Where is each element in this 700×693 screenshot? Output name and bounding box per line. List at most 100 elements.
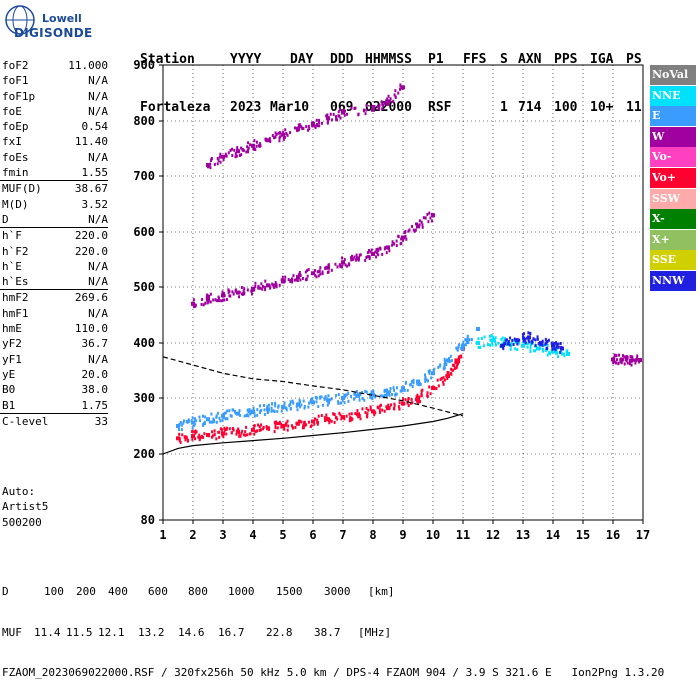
echo-mark — [249, 143, 252, 147]
param-value: N/A — [88, 275, 108, 289]
echo-mark — [303, 404, 306, 408]
echo-mark — [516, 348, 519, 352]
echo-mark — [195, 430, 198, 434]
echo-mark — [225, 428, 228, 432]
echo-mark — [294, 126, 297, 130]
param-value: N/A — [88, 104, 108, 118]
echo-mark — [330, 268, 333, 272]
echo-mark — [393, 242, 396, 246]
echo-mark — [428, 385, 431, 389]
echo-mark — [221, 418, 224, 422]
globe-icon — [5, 5, 35, 35]
param-value: N/A — [88, 212, 108, 226]
echo-mark — [267, 403, 270, 407]
echo-mark — [438, 364, 441, 368]
echo-mark — [418, 223, 421, 227]
echo-mark — [548, 351, 551, 355]
echo-mark — [224, 411, 227, 415]
echo-mark — [249, 411, 252, 415]
echo-mark — [312, 400, 315, 404]
echo-mark — [335, 117, 338, 121]
echo-mark — [492, 335, 495, 339]
echo-mark — [226, 417, 229, 421]
echo-mark — [232, 292, 235, 296]
echo-mark — [282, 133, 285, 137]
param-row: yF1 N/A — [0, 352, 112, 367]
echo-mark — [430, 376, 433, 380]
echo-mark — [412, 381, 415, 385]
echo-mark — [234, 155, 237, 159]
echo-mark — [236, 146, 239, 150]
echo-mark — [198, 433, 201, 437]
echo-mark — [208, 294, 211, 298]
echo-mark — [256, 413, 259, 417]
echo-mark — [500, 337, 503, 341]
echo-mark — [357, 257, 360, 261]
echo-mark — [308, 401, 311, 405]
echo-mark — [350, 106, 353, 110]
echo-mark — [408, 228, 411, 232]
param-row: fxI 11.40 — [0, 134, 112, 149]
param-row: M(D) 3.52 — [0, 197, 112, 212]
echo-mark — [501, 336, 504, 340]
echo-mark — [418, 395, 421, 399]
y-tick-label: 80 — [141, 513, 155, 527]
echo-mark — [398, 407, 401, 411]
echo-mark — [389, 390, 392, 394]
echo-mark — [318, 119, 321, 123]
echo-mark — [178, 432, 181, 436]
echo-mark — [227, 151, 230, 155]
echo-mark — [428, 372, 431, 376]
echo-mark — [343, 109, 346, 113]
echo-mark — [453, 364, 456, 368]
echo-mark — [398, 401, 401, 405]
data-point — [431, 371, 435, 376]
data-point — [296, 421, 300, 426]
echo-mark — [365, 108, 368, 112]
echo-mark — [378, 408, 381, 412]
legend-entry: W — [650, 126, 696, 147]
footer-muf-value: 11.5 — [66, 625, 93, 639]
footer-d-value: 1000 — [228, 585, 255, 598]
header-value: 11 — [626, 100, 642, 115]
echo-mark — [202, 423, 205, 427]
echo-mark — [261, 287, 264, 291]
echo-mark — [232, 408, 235, 412]
echo-mark — [510, 342, 513, 346]
echo-mark — [324, 266, 327, 270]
echo-mark — [368, 255, 371, 259]
echo-mark — [363, 398, 366, 402]
echo-mark — [289, 131, 292, 135]
echo-mark — [462, 340, 465, 344]
data-point — [431, 213, 435, 218]
echo-mark — [369, 395, 372, 399]
data-point — [251, 286, 255, 291]
echo-mark — [299, 124, 302, 128]
echo-mark — [217, 296, 220, 300]
echo-mark — [419, 400, 422, 404]
echo-mark — [199, 419, 202, 423]
echo-mark — [412, 379, 415, 383]
echo-mark — [253, 424, 256, 428]
echo-mark — [274, 283, 277, 287]
echo-mark — [634, 361, 637, 365]
echo-mark — [289, 400, 292, 404]
echo-mark — [284, 128, 287, 132]
header-value: Mar10 — [270, 100, 310, 115]
series-group — [206, 83, 405, 170]
echo-mark — [506, 342, 509, 346]
echo-mark — [263, 408, 266, 412]
footer-muf-value: 22.8 — [266, 625, 293, 639]
series-group — [176, 327, 480, 432]
echo-mark — [373, 413, 376, 417]
echo-mark — [237, 427, 240, 431]
footer: D 100 200 400 600 800 1000 1500 3000 [km] MUF 11.4… — [2, 558, 664, 693]
echo-mark — [252, 406, 255, 410]
echo-mark — [273, 409, 276, 413]
echo-mark — [178, 422, 181, 426]
echo-mark — [623, 355, 626, 359]
echo-mark — [282, 425, 285, 429]
echo-mark — [504, 339, 507, 343]
param-separator — [0, 180, 108, 182]
echo-mark — [353, 397, 356, 401]
